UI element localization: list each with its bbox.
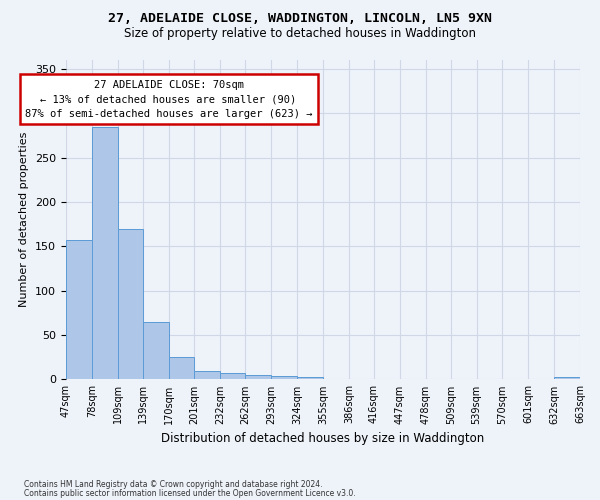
Bar <box>143 322 169 380</box>
Bar <box>66 240 92 380</box>
Text: 27, ADELAIDE CLOSE, WADDINGTON, LINCOLN, LN5 9XN: 27, ADELAIDE CLOSE, WADDINGTON, LINCOLN,… <box>108 12 492 26</box>
Bar <box>271 376 297 380</box>
Bar <box>554 377 580 380</box>
Bar <box>245 375 271 380</box>
Bar <box>220 373 245 380</box>
Bar <box>118 228 143 380</box>
Bar <box>169 357 194 380</box>
Bar <box>194 372 220 380</box>
Text: Contains HM Land Registry data © Crown copyright and database right 2024.: Contains HM Land Registry data © Crown c… <box>24 480 323 489</box>
Bar <box>92 126 118 380</box>
Bar <box>297 377 323 380</box>
Y-axis label: Number of detached properties: Number of detached properties <box>19 132 29 308</box>
Text: Size of property relative to detached houses in Waddington: Size of property relative to detached ho… <box>124 28 476 40</box>
Text: Contains public sector information licensed under the Open Government Licence v3: Contains public sector information licen… <box>24 489 356 498</box>
X-axis label: Distribution of detached houses by size in Waddington: Distribution of detached houses by size … <box>161 432 485 445</box>
Text: 27 ADELAIDE CLOSE: 70sqm
← 13% of detached houses are smaller (90)
87% of semi-d: 27 ADELAIDE CLOSE: 70sqm ← 13% of detach… <box>25 80 313 119</box>
